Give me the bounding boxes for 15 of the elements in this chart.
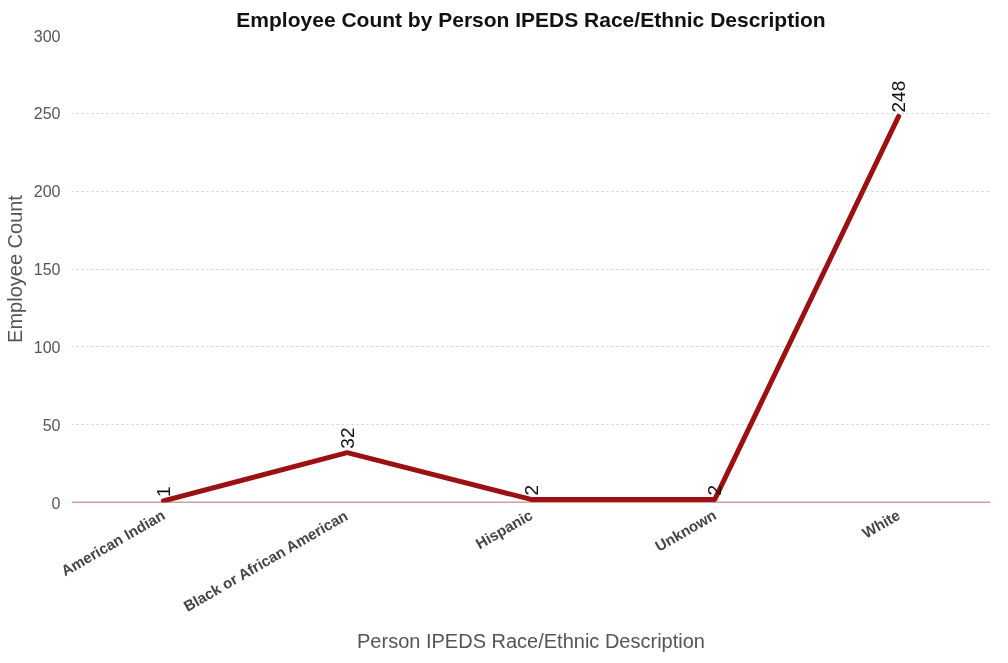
y-tick-label: 150 [33, 261, 61, 278]
data-label: 1 [152, 486, 174, 497]
data-label: 248 [888, 80, 910, 113]
chart-title: Employee Count by Person IPEDS Race/Ethnic Description [236, 7, 826, 31]
y-axis-title: Employee Count [3, 194, 26, 343]
y-tick-label: 50 [42, 416, 61, 434]
y-tick-label: 200 [33, 183, 61, 201]
y-tick-label: 0 [51, 494, 61, 512]
data-label: 2 [704, 484, 726, 496]
y-tick-label: 100 [33, 338, 61, 356]
data-label: 32 [336, 427, 358, 449]
data-label: 2 [520, 484, 542, 496]
x-axis-title: Person IPEDS Race/Ethnic Description [357, 630, 705, 653]
y-tick-label: 300 [33, 27, 61, 45]
y-tick-label: 250 [33, 105, 61, 123]
